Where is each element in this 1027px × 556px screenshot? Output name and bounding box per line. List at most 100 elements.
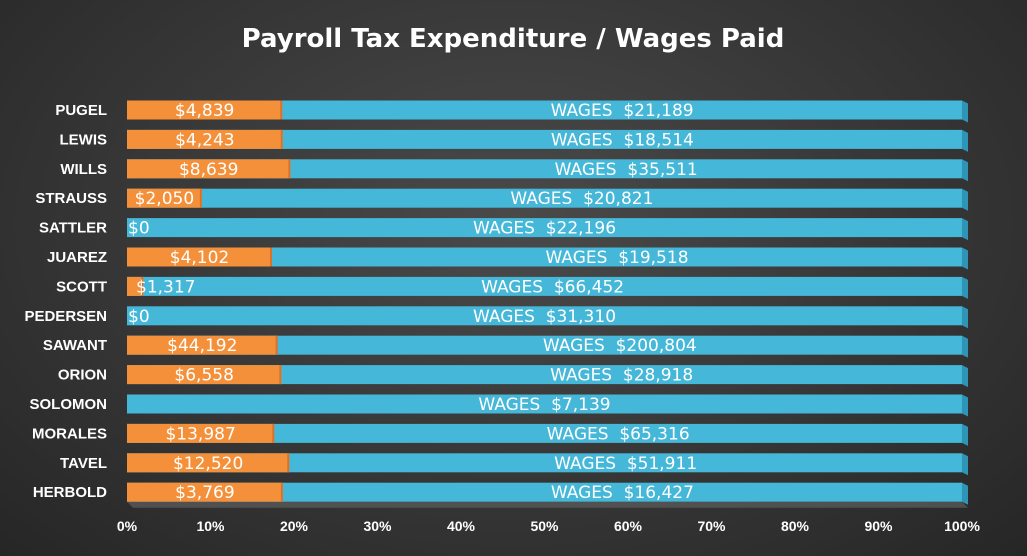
tax-bar [127,453,290,473]
wages-bar-side [962,453,968,476]
tax-bar [127,159,291,179]
wages-data-label: WAGES $66,452 [481,277,624,297]
tax-bar-edge [270,247,273,267]
wages-bar [127,129,962,149]
category-label: ORION [58,367,107,384]
wages-bar [127,482,962,502]
wages-bar-side [962,423,968,446]
wages-bar-side [962,276,968,299]
x-tick-label: 100% [944,518,980,534]
tax-data-label: $13,987 [165,424,235,444]
wages-data-label: WAGES $31,310 [473,307,616,327]
wages-bar-side [962,100,968,123]
tax-data-label: $4,839 [175,101,234,121]
category-label: PUGEL [55,102,107,119]
tax-data-label: $0 [128,307,150,327]
tax-data-label: $12,520 [173,454,243,474]
wages-bar-side [962,129,968,152]
tax-bar-edge [275,335,278,355]
wages-bar-side [962,482,968,505]
wages-bar [127,247,962,267]
wages-data-label: WAGES $20,821 [510,189,653,209]
category-label: LEWIS [60,131,108,148]
category-label: HERBOLD [33,484,107,501]
wages-bar [127,218,962,238]
category-label: JUAREZ [47,249,107,266]
wages-bar-side [962,394,968,417]
category-label: SOLOMON [30,396,108,413]
wages-bar [127,276,962,296]
tax-data-label: $0 [128,219,150,239]
tax-data-label: $1,317 [136,277,195,297]
x-tick-label: 10% [196,518,225,534]
tax-data-label: $3,769 [175,483,234,503]
wages-bar [127,188,962,208]
category-label: SATTLER [39,220,107,237]
wages-data-label: WAGES $18,514 [551,130,694,150]
x-tick-label: 40% [447,518,476,534]
plot-area: 0% 10% 20% 30% 40% 50% 60% 70% 80% 90% 100% PUGEL $4… [24,100,980,534]
wages-bar-side [962,247,968,270]
wages-bar [127,335,962,355]
category-label: PEDERSEN [24,308,107,325]
wages-bar [127,423,962,443]
wages-bar-side [962,218,968,241]
tax-bar-edge [272,423,275,443]
wages-bar-side [962,306,968,329]
wages-data-label: WAGES $16,427 [551,483,694,503]
x-tick-label: 60% [614,518,643,534]
chart-title: Payroll Tax Expenditure / Wages Paid [242,24,785,54]
tax-bar [127,129,283,149]
category-label: TAVEL [60,455,107,472]
category-label: MORALES [32,425,107,442]
wages-bar [127,365,962,385]
wages-bar [127,159,962,179]
wages-data-label: WAGES $22,196 [473,219,616,239]
wages-bar-side [962,335,968,358]
wages-data-label: WAGES $28,918 [550,366,693,386]
tax-bar [127,100,283,120]
x-tick-label: 0% [117,518,138,534]
tax-bar [127,423,275,443]
tax-data-label: $4,102 [170,248,229,268]
tax-data-label: $8,639 [179,160,238,180]
tax-bar [127,276,144,296]
x-tick-label: 20% [280,518,309,534]
tax-bar-edge [280,100,283,120]
wages-bar-side [962,365,968,388]
wages-bar [127,394,962,414]
tax-bar-edge [288,159,291,179]
tax-bar [127,247,273,267]
tax-bar-edge [279,365,282,385]
wages-data-label: WAGES $200,804 [543,336,697,356]
tax-bar [127,365,282,385]
tax-data-label: $4,243 [175,130,234,150]
wages-bar-side [962,188,968,211]
wages-data-label: WAGES $35,511 [555,160,698,180]
tax-bar [127,482,283,502]
x-tick-label: 30% [363,518,392,534]
wages-bar-side [962,159,968,182]
wages-data-label: WAGES $7,139 [478,395,610,415]
tax-bar [127,188,202,208]
category-label: STRAUSS [35,190,107,207]
wages-data-label: WAGES $21,189 [551,101,694,121]
category-label: SAWANT [43,337,107,354]
x-tick-label: 50% [530,518,559,534]
tax-bar-edge [280,482,283,502]
tax-data-label: $2,050 [135,189,194,209]
tax-bar-edge [287,453,290,473]
wages-data-label: WAGES $19,518 [545,248,688,268]
tax-data-label: $44,192 [167,336,237,356]
wages-bar [127,306,962,326]
chart-floor [127,501,968,508]
tax-bar-edge [141,276,144,296]
x-tick-label: 70% [697,518,726,534]
wages-bar [127,453,962,473]
tax-bar-edge [280,129,283,149]
category-label: SCOTT [56,278,107,295]
x-tick-label: 80% [781,518,810,534]
wages-data-label: WAGES $51,911 [554,454,697,474]
category-label: WILLS [60,161,107,178]
tax-bar-edge [199,188,202,208]
